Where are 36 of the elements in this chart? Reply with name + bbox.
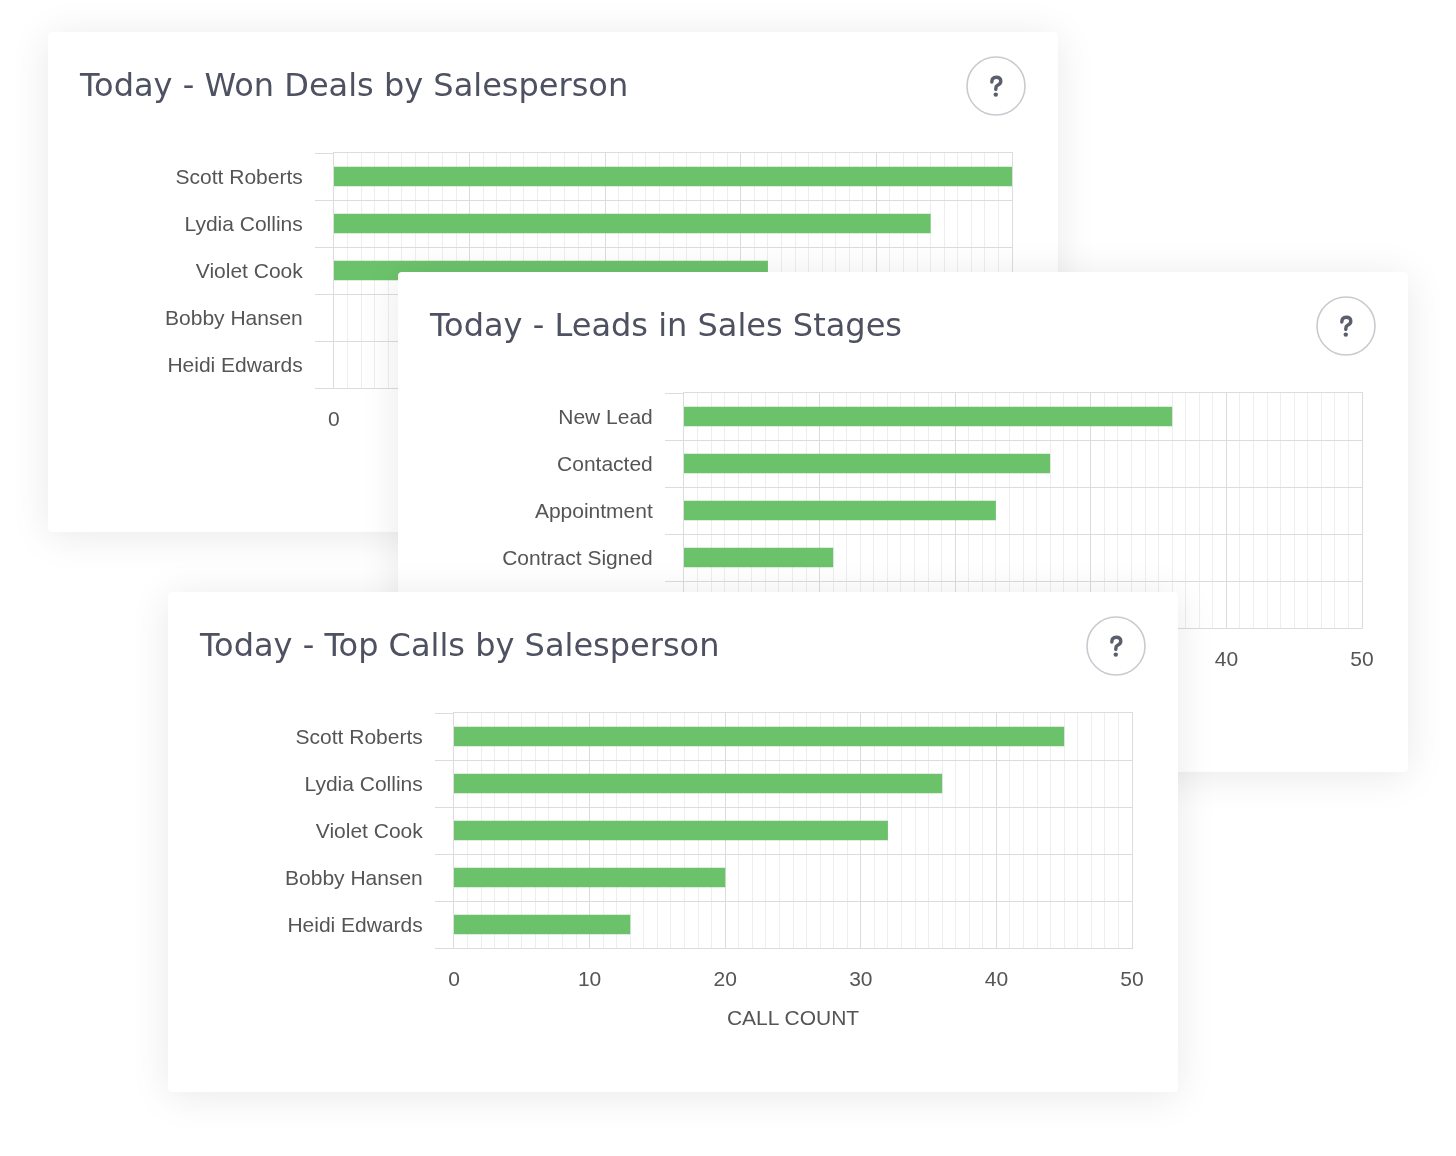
x-tick-label: 0	[448, 967, 460, 991]
y-tick-label: Heidi Edwards	[287, 912, 423, 936]
y-tick-label: Bobby Hansen	[165, 305, 303, 329]
bar	[684, 453, 1051, 474]
y-tick-label: Lydia Collins	[184, 211, 303, 235]
x-tick-label: 40	[1214, 647, 1239, 671]
y-tick-label: Contacted	[557, 451, 653, 475]
text: 0	[328, 407, 340, 430]
bar	[684, 500, 996, 521]
y-tick-label: Appointment	[534, 498, 653, 522]
bar	[454, 726, 1065, 747]
chart-title: Today - Top Calls by Salesperson	[199, 626, 720, 665]
bar	[454, 773, 943, 794]
bar	[684, 406, 1173, 427]
x-tick-label: 20	[713, 967, 737, 991]
y-tick-label: Contract Signed	[502, 545, 653, 569]
bar	[684, 547, 834, 568]
x-tick-label: 50	[1350, 647, 1374, 671]
y-tick-label: Bobby Hansen	[285, 865, 423, 889]
x-tick-label: 50	[1120, 967, 1144, 991]
x-tick-label: 10	[577, 967, 602, 991]
y-tick-label: Violet Cook	[315, 818, 424, 842]
chart-title: Today - Leads in Sales Stages	[429, 306, 902, 345]
y-tick-label: Scott Roberts	[295, 724, 423, 748]
chart-title: Today - Won Deals by Salesperson	[79, 66, 629, 105]
y-tick-label: Heidi Edwards	[167, 352, 303, 376]
bar	[454, 867, 726, 888]
bar	[454, 914, 631, 935]
x-tick-label: 30	[849, 967, 873, 991]
y-tick-label: Violet Cook	[195, 258, 304, 282]
bar	[454, 820, 888, 841]
x-tick-label: 40	[984, 967, 1009, 991]
y-tick-label: Scott Roberts	[175, 164, 303, 188]
y-tick-label: New Lead	[558, 404, 653, 428]
y-tick-label: Lydia Collins	[304, 771, 423, 795]
x-axis-title: CALL COUNT	[726, 1006, 860, 1030]
